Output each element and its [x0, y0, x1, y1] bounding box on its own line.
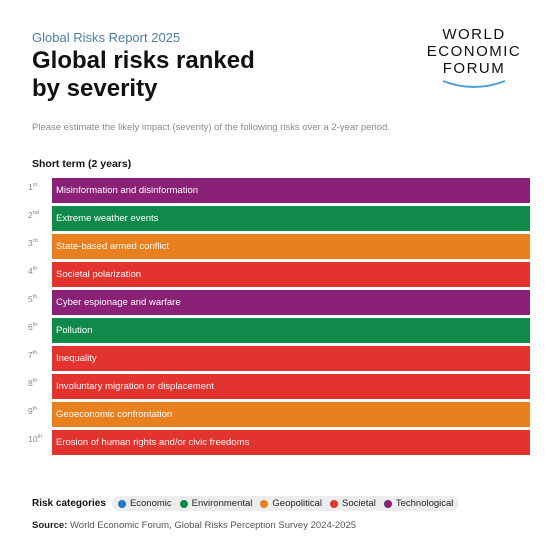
rank-number-value: 5: [28, 294, 33, 304]
rank-number-value: 2: [28, 210, 33, 220]
rank-number-suffix: th: [32, 322, 38, 329]
logo-line-economic: ECONOMIC: [426, 43, 522, 60]
rank-number-value: 3: [28, 238, 33, 248]
rank-number: 10th: [28, 434, 50, 444]
rank-number-suffix: st: [32, 182, 38, 189]
page-title-line-1: Global risks ranked: [32, 47, 255, 74]
rank-number-suffix: th: [32, 406, 38, 413]
legend-dot-icon: [260, 499, 269, 508]
rank-list: 1st Misinformation and disinformation 2nd E…: [24, 176, 534, 456]
rank-number: 3rd: [28, 238, 50, 248]
legend-dot-icon: [383, 499, 392, 508]
risk-label: Involuntary migration or displacement: [56, 381, 214, 392]
risk-label: Misinformation and disinformation: [56, 185, 199, 196]
wef-logo: WORLD ECONOMIC FORUM: [424, 26, 524, 89]
risk-label: Erosion of human rights and/or civic fre…: [56, 437, 250, 448]
legend-item: Environmental: [179, 498, 253, 509]
rank-number-value: 9: [28, 406, 33, 416]
rank-number-value: 10: [28, 434, 38, 444]
rank-number-suffix: rd: [32, 238, 38, 245]
legend-label: Geopolitical: [272, 498, 323, 509]
legend: Risk categories Economic Environmental Geo…: [32, 496, 460, 511]
risk-label: Inequality: [56, 353, 97, 364]
risk-label: Societal polarization: [56, 269, 142, 280]
rank-row: 9th Geoeconomic confrontation: [24, 400, 534, 428]
risk-label: Pollution: [56, 325, 93, 336]
risk-bar: Misinformation and disinformation: [52, 177, 530, 203]
rank-number-value: 1: [28, 182, 33, 192]
legend-item: Geopolitical: [260, 498, 322, 509]
rank-number: 9th: [28, 406, 50, 416]
legend-item: Societal: [330, 498, 376, 509]
rank-number: 6th: [28, 322, 50, 332]
rank-number: 1st: [28, 182, 50, 192]
legend-label: Environmental: [191, 498, 253, 509]
rank-row: 7th Inequality: [24, 344, 534, 372]
risk-label: Cyber espionage and warfare: [56, 297, 181, 308]
logo-swoosh-icon: [442, 80, 506, 88]
risk-label: State-based armed conflict: [56, 241, 170, 252]
rank-number: 5th: [28, 294, 50, 304]
source-note: Source: World Economic Forum, Global Ris…: [32, 520, 356, 531]
risk-bar: Societal polarization: [52, 261, 530, 287]
rank-number-value: 4: [28, 266, 33, 276]
legend-items: Economic Environmental Geopolitical Societa…: [111, 496, 460, 511]
rank-number-suffix: th: [32, 294, 38, 301]
rank-number: 7th: [28, 350, 50, 360]
subtitle: Please estimate the likely impact (sever…: [32, 122, 390, 133]
rank-number-suffix: th: [37, 434, 43, 441]
report-label: Global Risks Report 2025: [32, 30, 181, 45]
risk-bar: Cyber espionage and warfare: [52, 289, 530, 315]
page-title-line-2: by severity: [32, 75, 158, 102]
legend-label: Economic: [129, 498, 172, 509]
rank-number-value: 7: [28, 350, 33, 360]
rank-number: 8th: [28, 378, 50, 388]
legend-label: Societal: [342, 498, 376, 509]
section-label: Short term (2 years): [32, 158, 132, 170]
risk-bar: State-based armed conflict: [52, 233, 530, 259]
rank-row: 4th Societal polarization: [24, 260, 534, 288]
risk-bar: Pollution: [52, 317, 530, 343]
rank-number-suffix: th: [32, 350, 38, 357]
legend-dot-icon: [117, 499, 126, 508]
risk-bar: Erosion of human rights and/or civic fre…: [52, 429, 530, 455]
rank-row: 6th Pollution: [24, 316, 534, 344]
rank-number: 4th: [28, 266, 50, 276]
source-label: Source:: [32, 520, 68, 531]
rank-number: 2nd: [28, 210, 50, 220]
legend-dot-icon: [330, 499, 339, 508]
legend-title: Risk categories: [32, 498, 106, 509]
risk-bar: Involuntary migration or displacement: [52, 373, 530, 399]
logo-line-forum: FORUM: [442, 60, 506, 77]
legend-item: Technological: [383, 498, 454, 509]
rank-row: 2nd Extreme weather events: [24, 204, 534, 232]
risk-bar: Geoeconomic confrontation: [52, 401, 530, 427]
rank-number-suffix: th: [32, 266, 38, 273]
risk-label: Geoeconomic confrontation: [56, 409, 173, 420]
source-text: World Economic Forum, Global Risks Perce…: [70, 520, 357, 531]
legend-dot-icon: [179, 499, 188, 508]
rank-row: 3rd State-based armed conflict: [24, 232, 534, 260]
logo-line-world: WORLD: [442, 26, 506, 43]
rank-row: 8th Involuntary migration or displacement: [24, 372, 534, 400]
rank-number-suffix: nd: [32, 210, 39, 217]
legend-label: Technological: [395, 498, 454, 509]
rank-row: 5th Cyber espionage and warfare: [24, 288, 534, 316]
risk-bar: Inequality: [52, 345, 530, 371]
rank-number-value: 8: [28, 378, 33, 388]
page-title: Global risks ranked by severity: [32, 47, 255, 103]
rank-number-value: 6: [28, 322, 33, 332]
rank-row: 10th Erosion of human rights and/or civic…: [24, 428, 534, 456]
risk-bar: Extreme weather events: [52, 205, 530, 231]
legend-item: Economic: [117, 498, 172, 509]
rank-row: 1st Misinformation and disinformation: [24, 176, 534, 204]
risk-label: Extreme weather events: [56, 213, 159, 224]
rank-number-suffix: th: [32, 378, 38, 385]
